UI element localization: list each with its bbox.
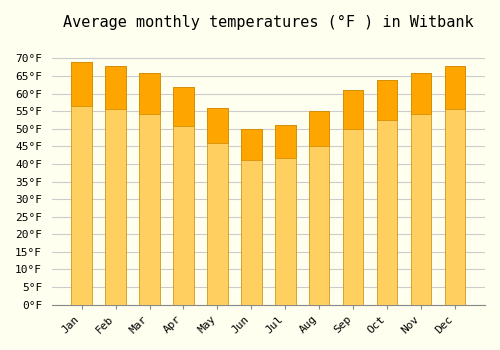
Bar [72, 62, 92, 304]
Bar [343, 90, 363, 304]
Bar [140, 72, 160, 114]
Bar [72, 62, 92, 106]
Bar [309, 111, 330, 146]
Bar [174, 86, 194, 126]
Bar [411, 72, 432, 304]
Bar [207, 108, 228, 304]
Bar [174, 86, 194, 304]
Bar [309, 111, 330, 304]
Bar [106, 65, 126, 108]
Bar [275, 125, 295, 158]
Bar [411, 72, 432, 114]
Bar [241, 129, 262, 304]
Bar [343, 90, 363, 129]
Bar [140, 72, 160, 304]
Bar [275, 125, 295, 304]
Bar [377, 79, 398, 120]
Bar [106, 65, 126, 304]
Bar [377, 79, 398, 304]
Bar [207, 108, 228, 143]
Bar [241, 129, 262, 160]
Bar [445, 65, 466, 108]
Title: Average monthly temperatures (°F ) in Witbank: Average monthly temperatures (°F ) in Wi… [63, 15, 474, 30]
Bar [445, 65, 466, 304]
